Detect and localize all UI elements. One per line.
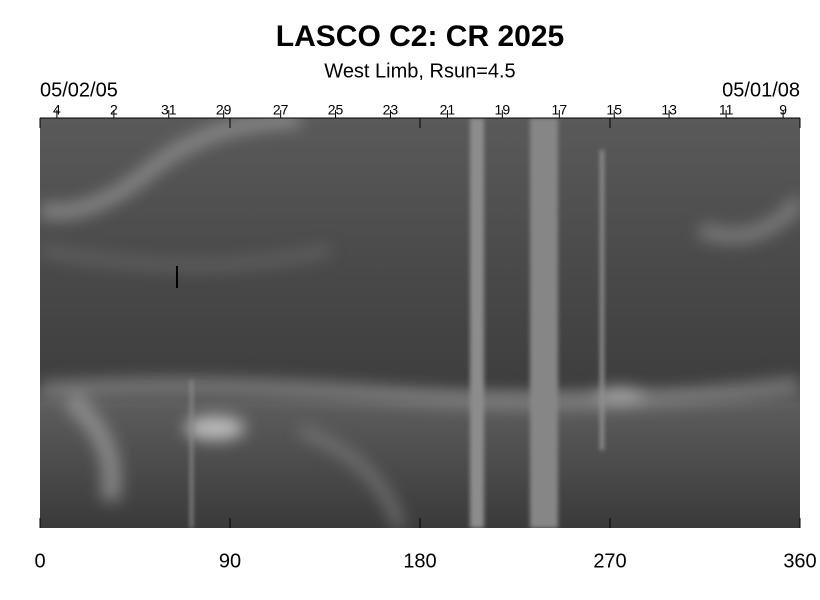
top-tick-label: 25 [328, 102, 344, 118]
top-tick-label: 27 [273, 102, 289, 118]
top-tick-label: 19 [495, 102, 511, 118]
top-tick-label: 23 [383, 102, 399, 118]
top-tick-label: 4 [53, 102, 61, 118]
chart-subtitle: West Limb, Rsun=4.5 [324, 60, 515, 82]
x-tick-label: 180 [403, 550, 436, 572]
top-tick-label: 13 [661, 102, 677, 118]
top-end-label: 05/01/08 [722, 79, 800, 101]
top-tick-label: 11 [719, 102, 734, 118]
top-tick-label: 29 [216, 102, 232, 118]
top-tick-label: 21 [440, 102, 456, 118]
top-tick-label: 31 [161, 102, 177, 118]
top-tick-label: 9 [779, 102, 787, 118]
chart-title: LASCO C2: CR 2025 [276, 20, 564, 53]
top-start-label: 05/02/05 [40, 79, 118, 101]
top-tick-label: 17 [552, 102, 568, 118]
x-tick-label: 360 [783, 550, 816, 572]
top-tick-label: 2 [110, 102, 118, 118]
x-tick-label: 90 [219, 550, 241, 572]
x-tick-label: 270 [593, 550, 626, 572]
synoptic-image [40, 118, 800, 528]
top-tick-label: 15 [606, 102, 622, 118]
x-tick-label: 0 [34, 550, 45, 572]
